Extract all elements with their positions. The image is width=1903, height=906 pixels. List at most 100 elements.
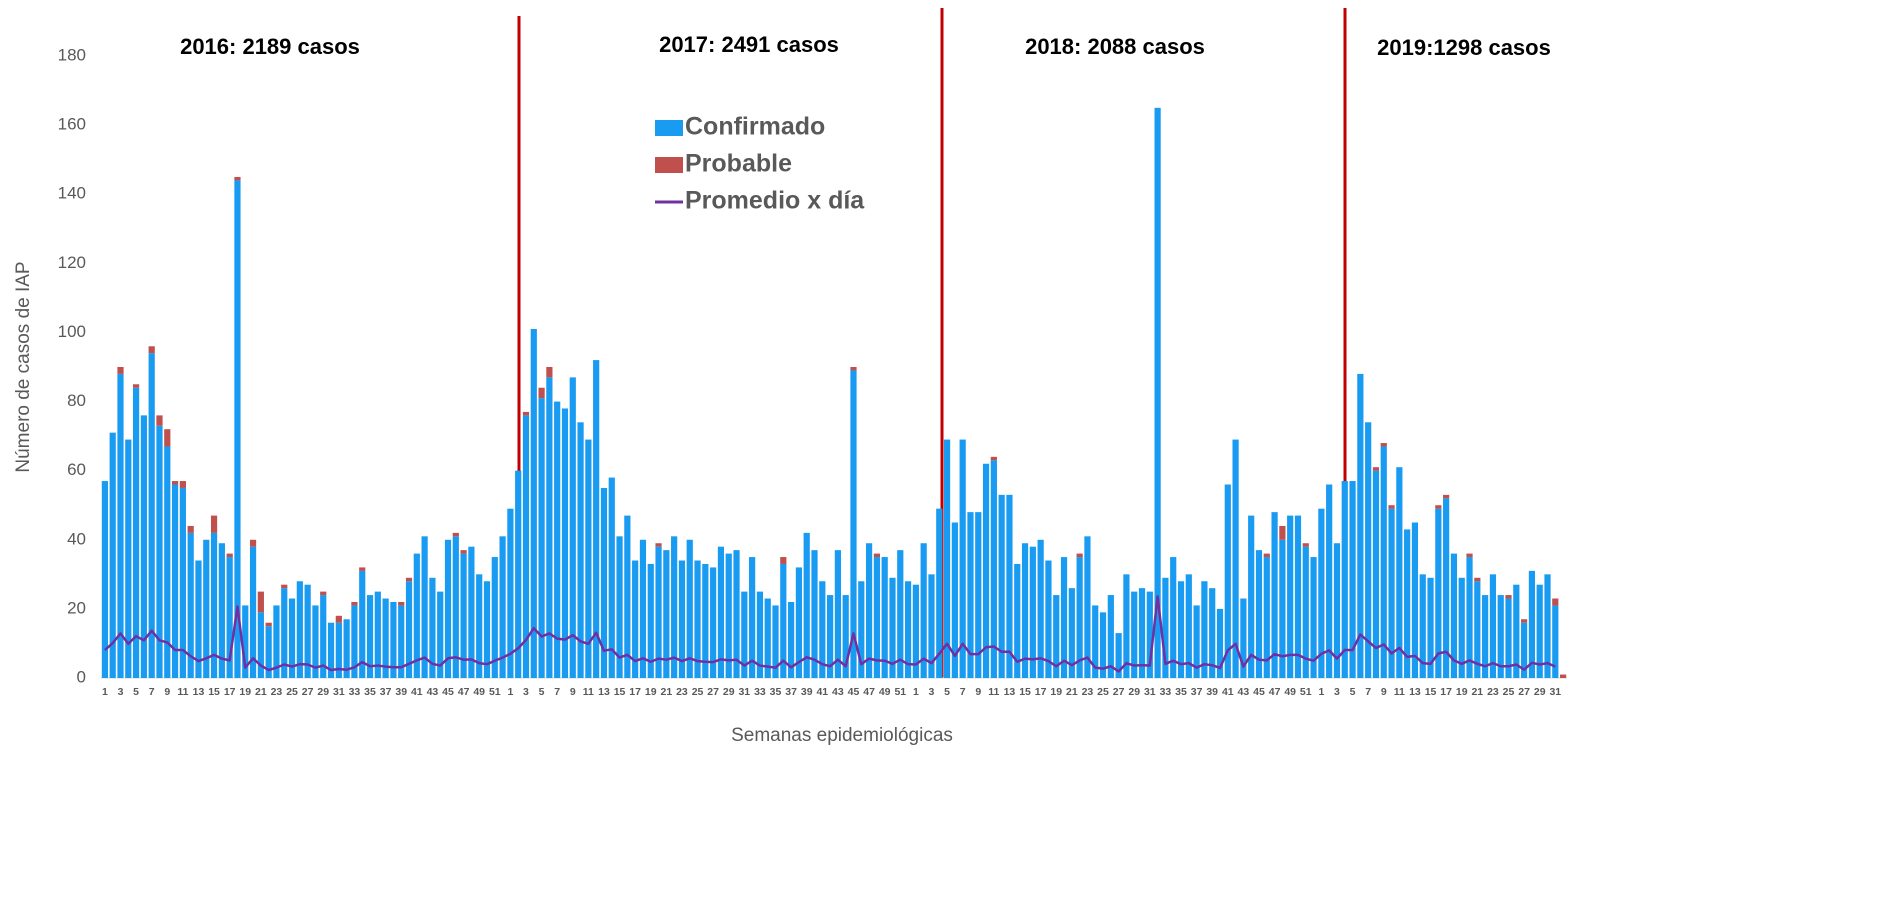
bar-segment bbox=[117, 373, 124, 678]
bar-segment bbox=[265, 622, 272, 627]
x-tick-label: 15 bbox=[614, 686, 626, 698]
bar-segment bbox=[608, 477, 615, 678]
bar-segment bbox=[546, 377, 553, 678]
x-tick-label: 47 bbox=[458, 686, 470, 698]
bar-segment bbox=[320, 595, 327, 678]
bar-segment bbox=[265, 626, 272, 678]
bar-segment bbox=[1560, 674, 1567, 678]
bar-segment bbox=[1326, 484, 1333, 678]
bar-segment bbox=[132, 387, 140, 678]
bar-segment bbox=[600, 487, 608, 678]
bar-segment bbox=[1505, 595, 1512, 599]
bar-segment bbox=[398, 605, 405, 678]
x-tick-label: 17 bbox=[224, 686, 236, 698]
x-tick-label: 7 bbox=[149, 686, 155, 698]
x-tick-label: 31 bbox=[1549, 686, 1561, 698]
bar-segment bbox=[148, 346, 155, 354]
bar-segment bbox=[1123, 574, 1130, 678]
bar-segment bbox=[1053, 595, 1060, 678]
x-tick-label: 27 bbox=[1518, 686, 1530, 698]
bar-segment bbox=[694, 560, 701, 678]
bar-segment bbox=[226, 557, 233, 678]
x-tick-label: 33 bbox=[754, 686, 766, 698]
x-tick-label: 23 bbox=[1487, 686, 1499, 698]
bar-segment bbox=[1263, 557, 1270, 678]
bar-segment bbox=[1388, 508, 1395, 678]
bar-segment bbox=[327, 622, 335, 678]
x-tick-label: 1 bbox=[913, 686, 919, 698]
bar-segment bbox=[827, 595, 834, 678]
x-tick-label: 43 bbox=[832, 686, 844, 698]
bar-segment bbox=[1255, 550, 1263, 678]
bar-segment bbox=[515, 470, 522, 678]
x-tick-label: 49 bbox=[879, 686, 891, 698]
bar-segment bbox=[1372, 467, 1380, 471]
bar-segment bbox=[1076, 557, 1083, 678]
bar-segment bbox=[632, 560, 639, 678]
bar-segment bbox=[1396, 467, 1403, 678]
bar-segment bbox=[101, 481, 108, 678]
bar-segment bbox=[452, 532, 459, 537]
x-tick-label: 51 bbox=[894, 686, 906, 698]
average-line bbox=[104, 595, 1556, 673]
bar-segment bbox=[1170, 557, 1177, 678]
bar-segment bbox=[1544, 574, 1551, 678]
bar-segment bbox=[1193, 605, 1200, 678]
bar-segment bbox=[218, 543, 225, 678]
bar-segment bbox=[156, 425, 163, 678]
x-tick-label: 43 bbox=[427, 686, 439, 698]
bar-segment bbox=[405, 581, 413, 678]
bar-segment bbox=[912, 584, 919, 678]
bar-segment bbox=[538, 387, 545, 399]
annotation: 2019:1298 casos bbox=[1377, 35, 1551, 60]
bar-segment bbox=[171, 484, 179, 678]
bar-segment bbox=[710, 567, 717, 678]
bar-segment bbox=[1552, 598, 1559, 606]
bar-segment bbox=[663, 550, 670, 678]
bar-segment bbox=[171, 481, 179, 485]
bar-segment bbox=[1513, 584, 1520, 678]
bar-segment bbox=[686, 539, 693, 678]
bar-segment bbox=[444, 539, 452, 678]
x-tick-label: 25 bbox=[692, 686, 704, 698]
x-tick-label: 27 bbox=[707, 686, 719, 698]
bar-segment bbox=[234, 180, 241, 678]
bar-segment bbox=[195, 560, 202, 678]
bar-segment bbox=[460, 550, 467, 554]
legend-label: Promedio x día bbox=[685, 187, 865, 215]
x-tick-label: 47 bbox=[863, 686, 875, 698]
bar-segment bbox=[1021, 543, 1029, 678]
bar-segment bbox=[1536, 584, 1543, 678]
bar-segment bbox=[421, 536, 428, 678]
x-tick-label: 21 bbox=[1471, 686, 1483, 698]
bar-segment bbox=[1302, 543, 1309, 547]
x-axis-label: Semanas epidemiológicas bbox=[731, 725, 953, 746]
bar-segment bbox=[1092, 605, 1099, 678]
bar-segment bbox=[499, 536, 506, 678]
bar-segment bbox=[1333, 543, 1341, 678]
x-tick-label: 35 bbox=[770, 686, 782, 698]
bar-segment bbox=[904, 581, 912, 678]
bar-segment bbox=[1177, 581, 1185, 678]
bar-segment bbox=[304, 584, 311, 678]
x-tick-label: 13 bbox=[193, 686, 205, 698]
bar-segment bbox=[639, 539, 647, 678]
x-tick-label: 45 bbox=[1253, 686, 1265, 698]
x-tick-label: 1 bbox=[102, 686, 108, 698]
bar-segment bbox=[1435, 508, 1442, 678]
x-tick-label: 39 bbox=[1206, 686, 1218, 698]
legend-swatch bbox=[655, 157, 683, 173]
bar-segment bbox=[1099, 612, 1107, 678]
x-tick-label: 25 bbox=[286, 686, 298, 698]
bar-segment bbox=[1185, 574, 1192, 678]
x-tick-label: 35 bbox=[1175, 686, 1187, 698]
bar-segment bbox=[1318, 508, 1325, 678]
bar-segment bbox=[1162, 577, 1169, 678]
x-tick-label: 5 bbox=[1350, 686, 1356, 698]
bar-segment bbox=[788, 601, 795, 678]
bar-segment bbox=[1474, 577, 1481, 582]
bar-segment bbox=[1131, 591, 1138, 678]
bar-segment bbox=[1466, 553, 1473, 558]
bar-segment bbox=[1287, 515, 1294, 678]
bar-segment bbox=[1248, 515, 1255, 678]
